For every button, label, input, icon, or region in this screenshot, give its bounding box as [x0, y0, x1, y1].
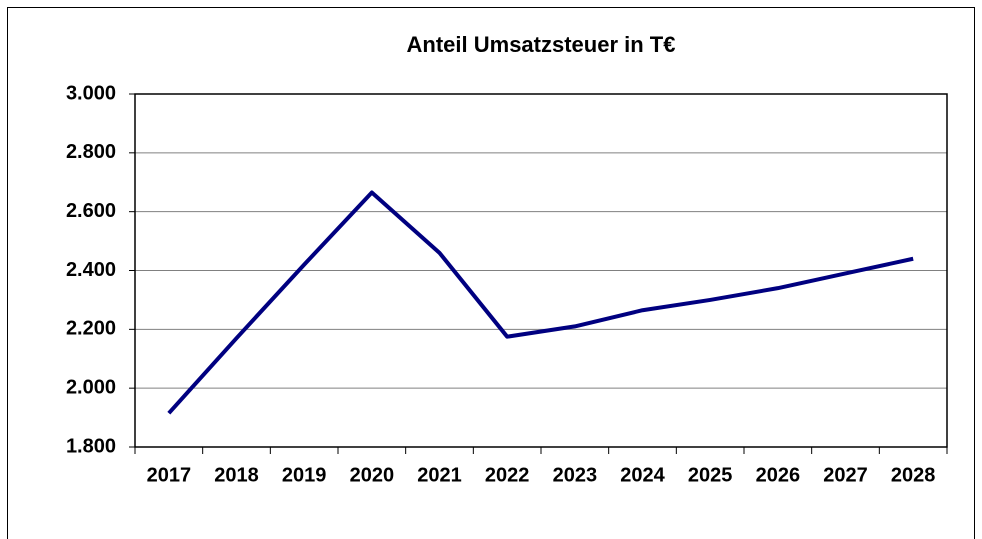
x-tick-label: 2019	[282, 464, 327, 486]
y-tick-label: 2.200	[66, 318, 116, 340]
y-tick-label: 2.000	[66, 376, 116, 398]
x-tick-label: 2022	[485, 464, 530, 486]
chart-title: Anteil Umsatzsteuer in T€	[407, 32, 676, 57]
x-tick-label: 2028	[891, 464, 936, 486]
data-line	[167, 190, 914, 415]
chart-frame	[7, 7, 975, 539]
y-tick-label: 3.000	[66, 82, 116, 104]
x-tick-label: 2020	[350, 464, 395, 486]
x-tick-label: 2023	[553, 464, 598, 486]
y-tick-label: 2.400	[66, 259, 116, 281]
x-tick-label: 2026	[756, 464, 801, 486]
y-tick-label: 2.600	[66, 200, 116, 222]
x-tick-label: 2027	[823, 464, 868, 486]
y-tick-label: 2.800	[66, 141, 116, 163]
x-tick-label: 2021	[417, 464, 462, 486]
y-tick-label: 1.800	[66, 435, 116, 457]
x-tick-label: 2025	[688, 464, 733, 486]
x-tick-label: 2017	[147, 464, 192, 486]
x-tick-label: 2018	[214, 464, 259, 486]
x-tick-label: 2024	[620, 464, 665, 486]
